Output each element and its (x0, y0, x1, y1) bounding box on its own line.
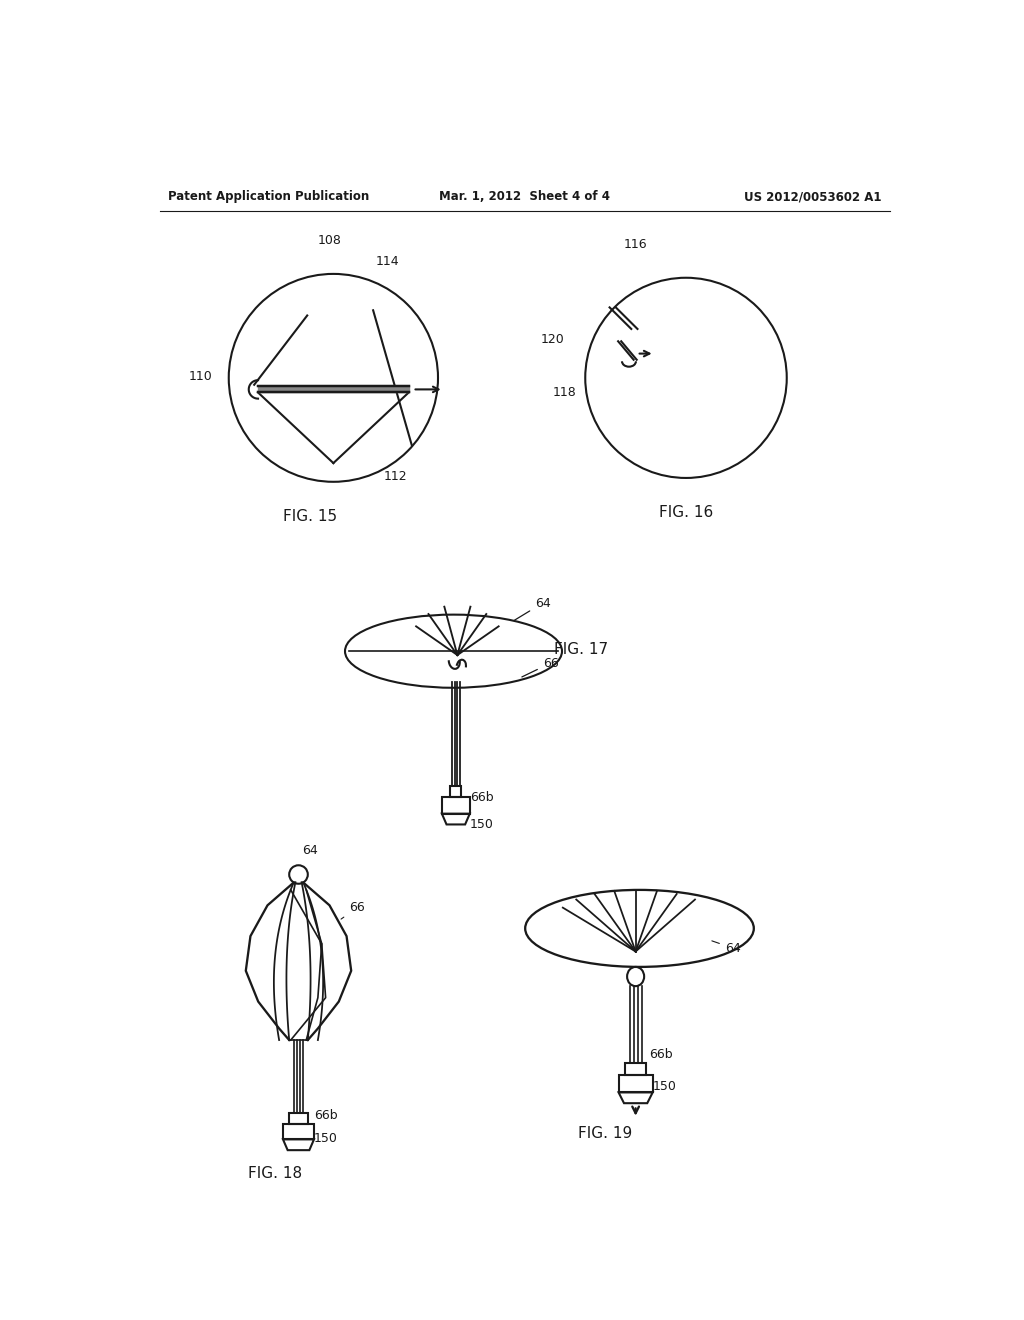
Text: 110: 110 (188, 370, 212, 383)
Text: 118: 118 (553, 385, 577, 399)
Text: 64: 64 (514, 597, 551, 620)
Bar (289, 1113, 308, 1123)
Bar (442, 797, 470, 813)
Text: 116: 116 (624, 238, 647, 251)
Text: 150: 150 (314, 1131, 338, 1144)
Text: Mar. 1, 2012  Sheet 4 of 4: Mar. 1, 2012 Sheet 4 of 4 (439, 190, 610, 203)
Text: 66: 66 (522, 656, 558, 677)
Text: FIG. 19: FIG. 19 (578, 1126, 632, 1142)
Text: 66b: 66b (470, 791, 494, 804)
Bar (283, 1125, 314, 1139)
Bar (451, 785, 461, 797)
Text: 112: 112 (384, 470, 408, 483)
Text: 108: 108 (317, 234, 342, 247)
Text: FIG. 15: FIG. 15 (283, 508, 337, 524)
Text: 150: 150 (652, 1080, 677, 1093)
Text: 64: 64 (302, 843, 318, 857)
Text: FIG. 18: FIG. 18 (248, 1166, 302, 1180)
Text: FIG. 16: FIG. 16 (658, 506, 713, 520)
Bar (625, 1063, 646, 1076)
Text: 66b: 66b (314, 1109, 338, 1122)
Text: 66: 66 (341, 902, 365, 919)
Bar (618, 1076, 652, 1093)
Text: Patent Application Publication: Patent Application Publication (168, 190, 370, 203)
Text: 64: 64 (712, 941, 740, 954)
Text: 120: 120 (541, 333, 564, 346)
Text: US 2012/0053602 A1: US 2012/0053602 A1 (743, 190, 882, 203)
Text: 66b: 66b (649, 1048, 673, 1061)
Text: 150: 150 (470, 817, 494, 830)
Text: 114: 114 (376, 255, 399, 268)
Bar (258, 387, 409, 392)
Text: FIG. 17: FIG. 17 (554, 642, 608, 657)
